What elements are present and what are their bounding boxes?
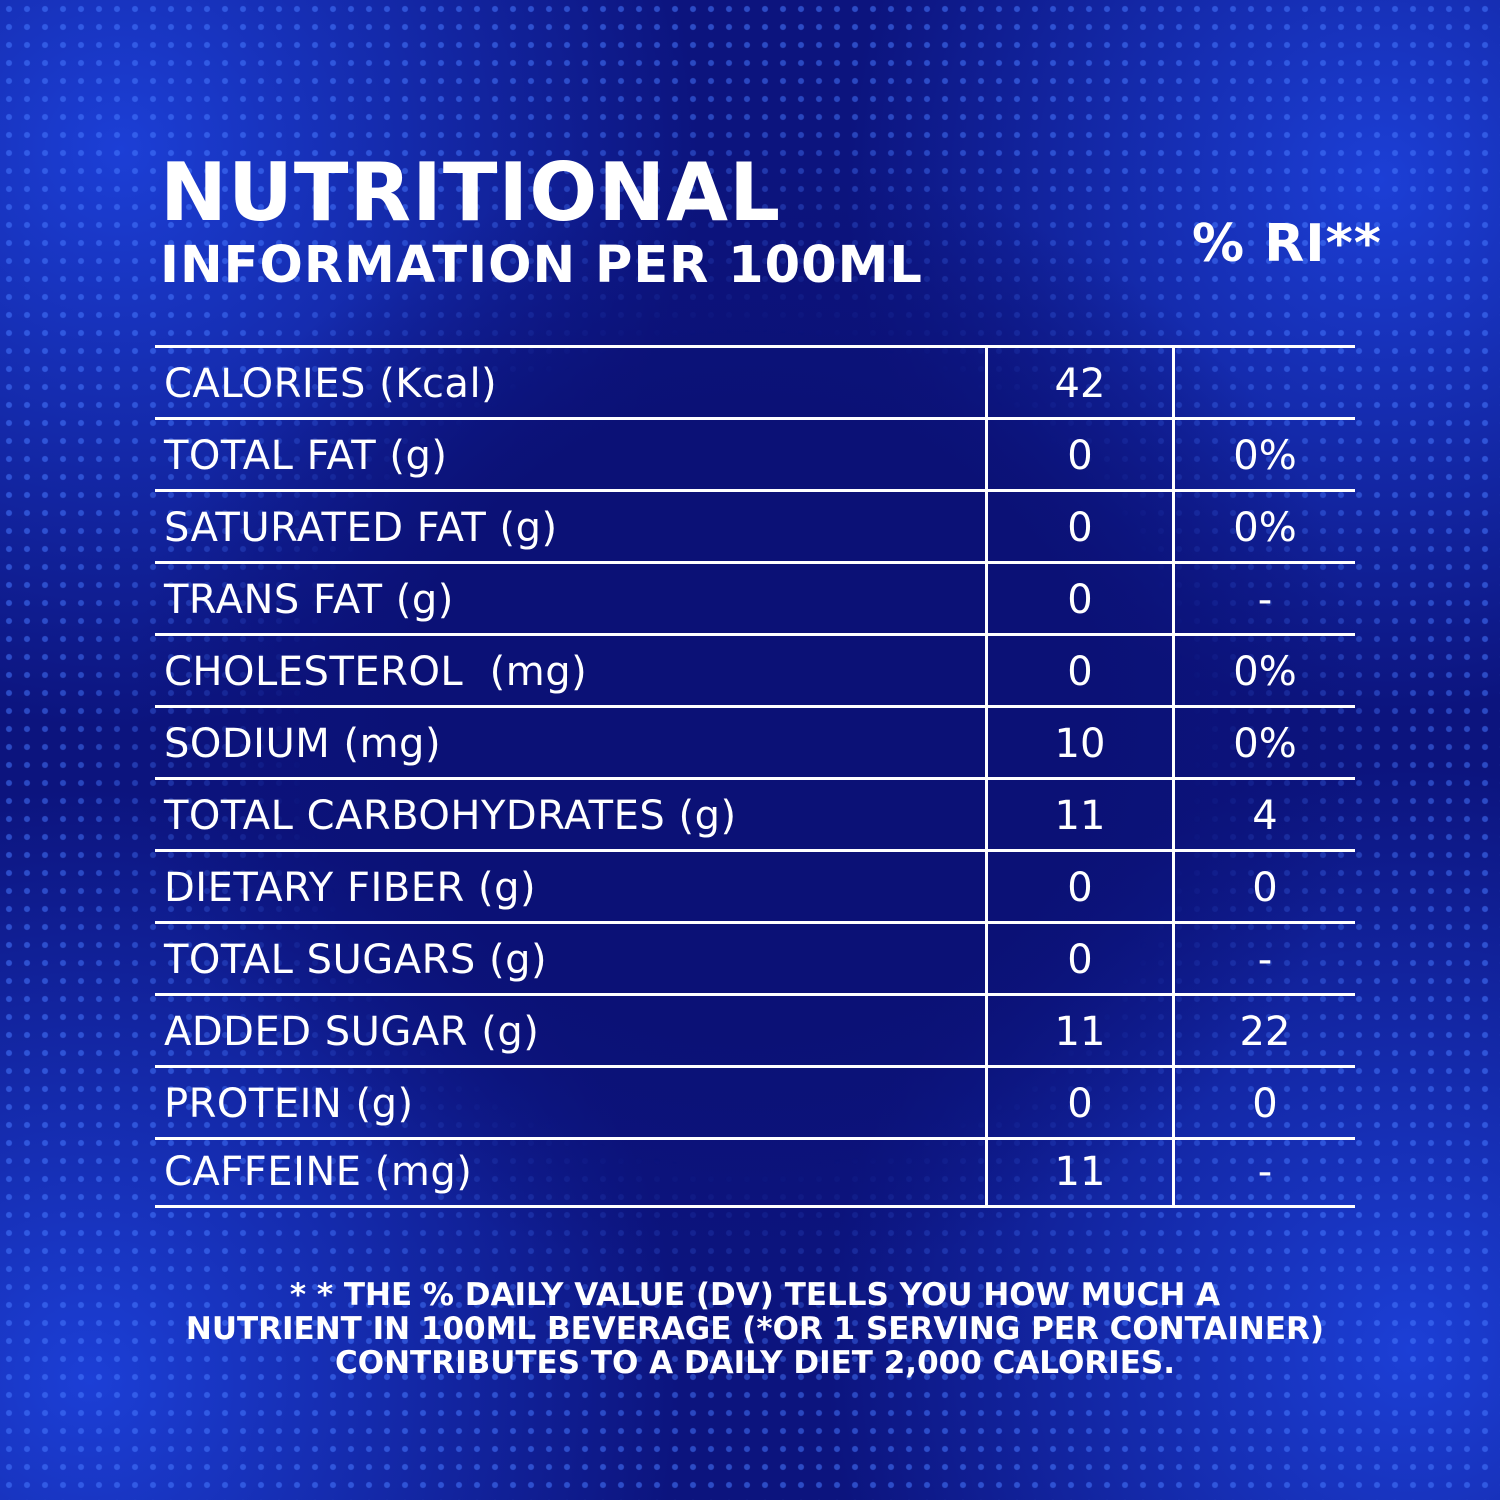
- table-row-added-sugar: ADDED SUGAR (g) 11 22: [155, 996, 1355, 1068]
- nutrient-ri: -: [1257, 1149, 1273, 1195]
- nutrient-value: 0: [988, 636, 1175, 705]
- table-row-calories: CALORIES (Kcal) 42: [155, 348, 1355, 420]
- nutrient-ri: 0%: [1233, 505, 1297, 551]
- nutrient-name: CHOLESTEROL (mg): [155, 636, 988, 705]
- nutrient-value: 0: [988, 420, 1175, 489]
- nutrient-value: 0: [988, 564, 1175, 633]
- table-row-total-carbohydrates: TOTAL CARBOHYDRATES (g) 11 4: [155, 780, 1355, 852]
- nutrient-value: 0: [988, 852, 1175, 921]
- ri-column-heading: % RI**: [1192, 214, 1382, 274]
- nutrient-name: CAFFEINE (mg): [155, 1140, 988, 1205]
- nutrition-table: CALORIES (Kcal) 42 TOTAL FAT (g) 0 0% SA…: [155, 345, 1355, 1208]
- nutrient-name: ADDED SUGAR (g): [155, 996, 988, 1065]
- daily-value-footnote: * * THE % DAILY VALUE (DV) TELLS YOU HOW…: [150, 1278, 1360, 1380]
- table-row-dietary-fiber: DIETARY FIBER (g) 0 0: [155, 852, 1355, 924]
- nutrition-header: NUTRITIONAL INFORMATION PER 100ML: [160, 150, 923, 296]
- nutrient-ri: 0%: [1233, 649, 1297, 695]
- nutrient-name: DIETARY FIBER (g): [155, 852, 988, 921]
- nutrient-name: TOTAL CARBOHYDRATES (g): [155, 780, 988, 849]
- nutrient-ri: -: [1257, 937, 1273, 983]
- nutrient-name: PROTEIN (g): [155, 1068, 988, 1137]
- nutrient-name: CALORIES (Kcal): [155, 348, 988, 417]
- nutrient-ri: 4: [1252, 793, 1278, 839]
- title-information-per-100ml: INFORMATION PER 100ML: [160, 236, 923, 295]
- nutrient-value: 42: [988, 348, 1175, 417]
- nutrient-name: TOTAL FAT (g): [155, 420, 988, 489]
- footnote-line-1: * * THE % DAILY VALUE (DV) TELLS YOU HOW…: [289, 1277, 1221, 1313]
- nutrient-name: SODIUM (mg): [155, 708, 988, 777]
- nutrient-value: 0: [988, 924, 1175, 993]
- footnote-line-3: CONTRIBUTES TO A DAILY DIET 2,000 CALORI…: [335, 1345, 1175, 1381]
- nutrient-value: 0: [988, 492, 1175, 561]
- table-row-total-sugars: TOTAL SUGARS (g) 0 -: [155, 924, 1355, 996]
- table-row-trans-fat: TRANS FAT (g) 0 -: [155, 564, 1355, 636]
- table-row-protein: PROTEIN (g) 0 0: [155, 1068, 1355, 1140]
- nutrient-value: 10: [988, 708, 1175, 777]
- nutrient-ri: 0: [1252, 1081, 1278, 1127]
- nutrient-ri: 22: [1239, 1009, 1291, 1055]
- table-row-saturated-fat: SATURATED FAT (g) 0 0%: [155, 492, 1355, 564]
- title-nutritional: NUTRITIONAL: [160, 146, 782, 239]
- nutrient-name: TRANS FAT (g): [155, 564, 988, 633]
- nutrient-value: 11: [988, 996, 1175, 1065]
- nutrient-value: 11: [988, 1140, 1175, 1205]
- nutrient-ri: [1175, 348, 1355, 417]
- nutrient-ri: 0: [1252, 865, 1278, 911]
- nutrient-name: TOTAL SUGARS (g): [155, 924, 988, 993]
- nutrient-ri: 0%: [1233, 433, 1297, 479]
- footnote-line-2: NUTRIENT IN 100ML BEVERAGE (*OR 1 SERVIN…: [185, 1311, 1325, 1347]
- nutrient-ri: 0%: [1233, 721, 1297, 767]
- table-row-caffeine: CAFFEINE (mg) 11 -: [155, 1140, 1355, 1208]
- table-row-total-fat: TOTAL FAT (g) 0 0%: [155, 420, 1355, 492]
- nutrient-ri: -: [1257, 577, 1273, 623]
- nutrient-value: 0: [988, 1068, 1175, 1137]
- nutrient-value: 11: [988, 780, 1175, 849]
- table-row-sodium: SODIUM (mg) 10 0%: [155, 708, 1355, 780]
- nutrient-name: SATURATED FAT (g): [155, 492, 988, 561]
- table-row-cholesterol: CHOLESTEROL (mg) 0 0%: [155, 636, 1355, 708]
